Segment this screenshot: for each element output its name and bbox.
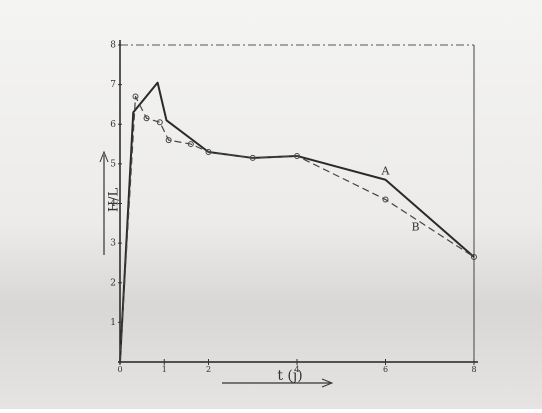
- x-tick-label: 6: [383, 365, 388, 374]
- line-1: [119, 95, 475, 363]
- y-tick-label: 7: [110, 80, 116, 90]
- point: [132, 93, 139, 100]
- point: [143, 115, 150, 122]
- x-arrow-head: [321, 378, 334, 388]
- y-tick-label: 8: [110, 41, 116, 51]
- x-tick-label: 0: [117, 365, 122, 374]
- point: [205, 148, 212, 155]
- point: [382, 196, 389, 203]
- y-tick-label: 6: [110, 120, 116, 130]
- y-arrow-head: [99, 150, 109, 163]
- y-tick-label: 1: [110, 318, 116, 328]
- x-tick-label: 4: [294, 365, 299, 374]
- x-tick-label: 2: [206, 365, 211, 374]
- series-label: A: [381, 165, 391, 178]
- y-axis-label: H/L: [107, 187, 122, 212]
- y-tick-label: 2: [110, 278, 116, 288]
- point: [471, 253, 477, 260]
- point: [294, 152, 300, 159]
- point: [249, 154, 256, 161]
- y-tick-label: 4: [110, 199, 116, 209]
- point: [187, 141, 194, 148]
- point: [156, 119, 163, 126]
- y-tick-label: 5: [110, 159, 116, 169]
- x-axis-label: t (j): [277, 368, 302, 384]
- x-tick-label: 1: [162, 365, 167, 374]
- point: [165, 137, 172, 144]
- x-tick-label: 8: [471, 365, 476, 374]
- series-label: B: [411, 221, 419, 234]
- y-tick-label: 3: [110, 239, 116, 249]
